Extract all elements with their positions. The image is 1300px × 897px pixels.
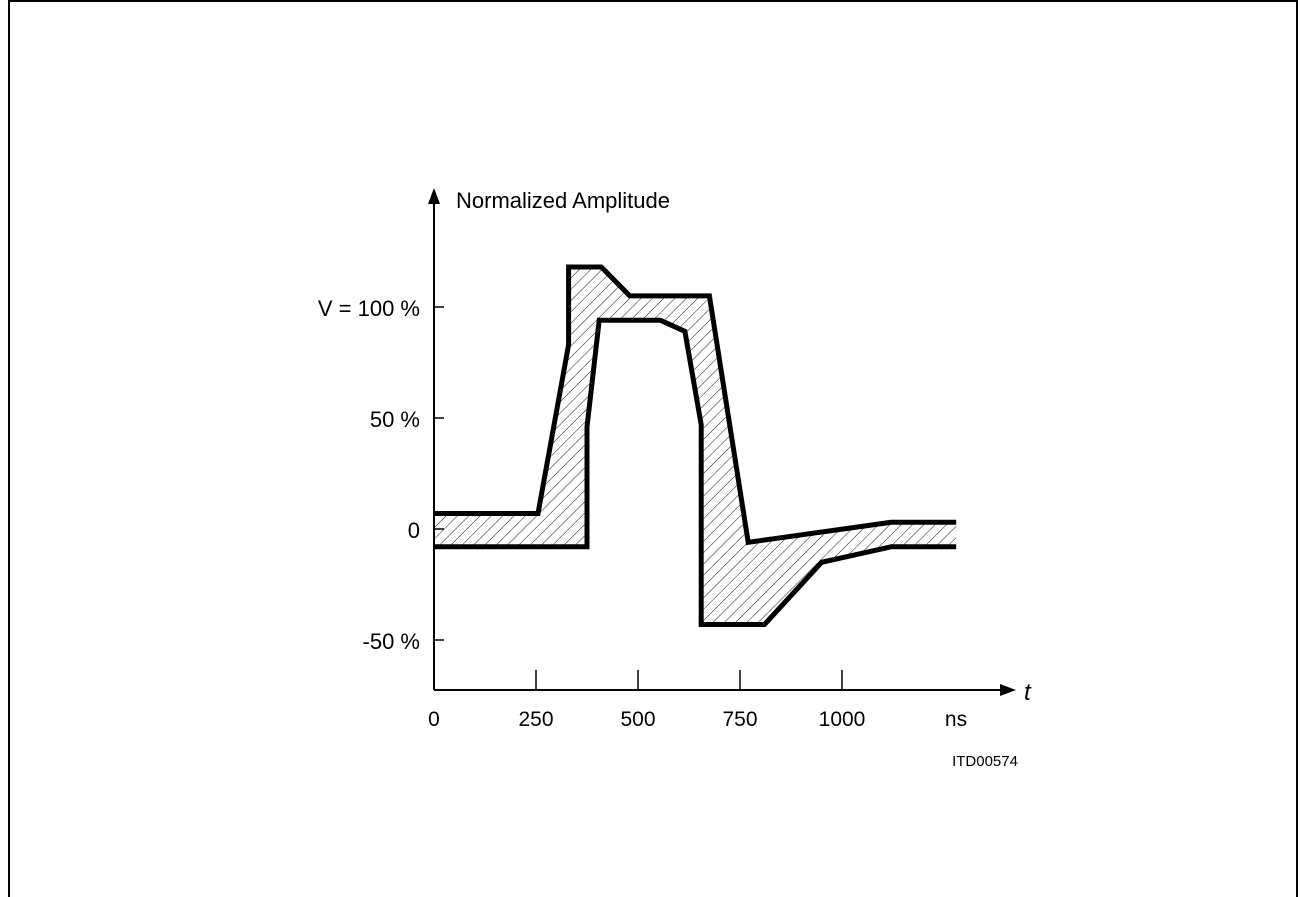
upper-limit-line	[434, 264, 957, 546]
tolerance-band	[434, 267, 957, 625]
x-tick-label-1000: 1000	[819, 708, 866, 731]
x-tick-label-250: 250	[518, 708, 553, 731]
lower-limit-line	[434, 317, 957, 627]
x-unit-label: ns	[945, 708, 967, 731]
x-tick-label-500: 500	[620, 708, 655, 731]
y-tick-marks	[434, 306, 444, 641]
y-tick-label-100: V = 100 %	[318, 296, 420, 321]
x-axis-title: t	[1024, 679, 1032, 706]
y-tick-label-minus-50: -50 %	[363, 629, 420, 654]
y-axis-arrow	[428, 188, 440, 204]
y-tick-label-0: 0	[408, 518, 420, 543]
figure-frame	[8, 0, 1298, 897]
x-axis-arrow	[1000, 684, 1016, 696]
x-tick-label-0: 0	[428, 708, 440, 731]
x-tick-marks	[535, 670, 843, 690]
x-tick-label-750: 750	[722, 708, 757, 731]
y-tick-label-50: 50 %	[370, 407, 420, 432]
y-axis-title: Normalized Amplitude	[456, 188, 670, 213]
figure-code: ITD00574	[952, 753, 1018, 770]
